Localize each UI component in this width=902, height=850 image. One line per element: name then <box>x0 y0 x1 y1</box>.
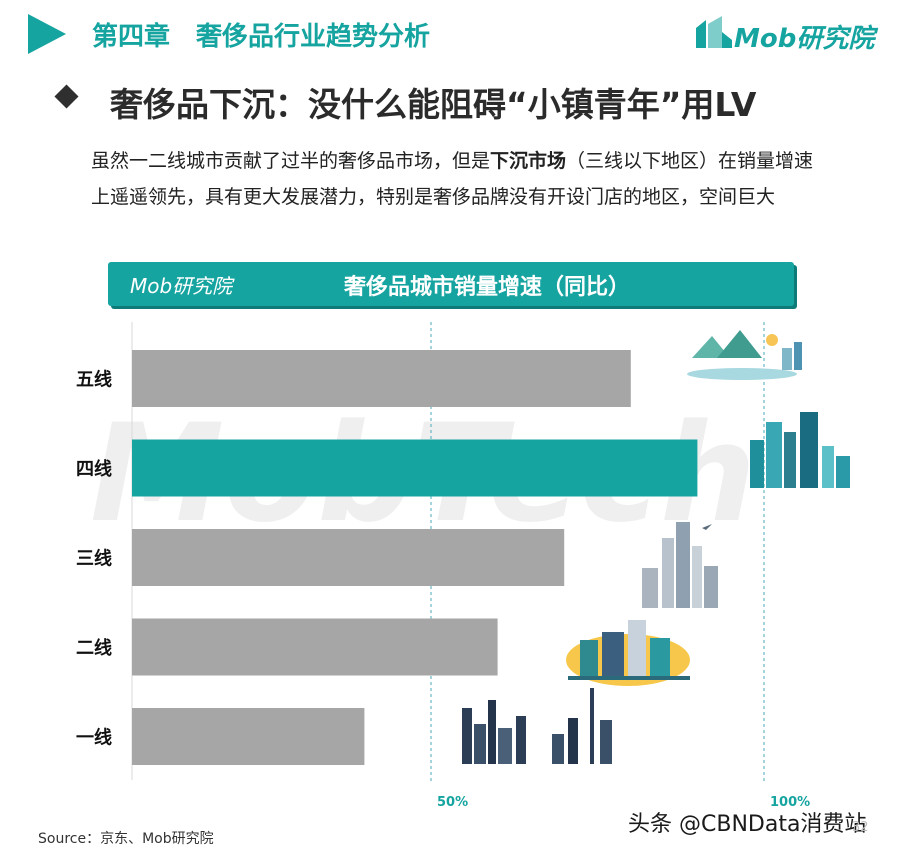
category-label-2: 四线 <box>76 458 112 480</box>
slide-subtitle: 奢侈品下沉：没什么能阻碍“小镇青年”用LV <box>110 85 757 124</box>
page-number: 32 <box>852 820 869 835</box>
reference-label-100: 100% <box>770 795 810 810</box>
credit-watermark: 头条 @CBNData消费站 <box>628 812 867 837</box>
brand-name: Mob研究院 <box>734 24 875 54</box>
bar-4 <box>132 618 498 676</box>
city-illustration-3 <box>642 522 718 608</box>
city-illustration-2 <box>566 620 690 686</box>
category-label-1: 五线 <box>76 369 112 391</box>
bar-1 <box>132 350 631 407</box>
chapter-arrow-icon <box>28 14 66 54</box>
brand-logo: Mob研究院 <box>692 14 874 54</box>
mob-logo-icon <box>696 16 732 48</box>
source-note: Source：京东、Mob研究院 <box>38 831 214 847</box>
bar-3 <box>132 529 565 586</box>
bar-5 <box>132 708 365 765</box>
bar-2 <box>132 439 698 497</box>
category-label-3: 三线 <box>76 548 112 570</box>
category-label-4: 二线 <box>76 637 112 659</box>
city-illustration-5 <box>687 330 802 380</box>
slide-description: 虽然一二线城市贡献了过半的奢侈品市场，但是下沉市场（三线以下地区）在销量增速上遥… <box>91 143 821 215</box>
chapter-title: 第四章 奢侈品行业趋势分析 <box>92 22 431 52</box>
banner-brand: Mob研究院 <box>130 274 233 298</box>
reference-label-50: 50% <box>437 795 468 810</box>
city-illustration-4 <box>750 412 850 488</box>
desc-text-2: （三线以下地区）在销量增速上遥遥领先，具有更大发展潜力，特别是奢侈品牌没有开设门… <box>91 150 814 208</box>
desc-text-1: 虽然一二线城市贡献了过半的奢侈品市场，但是 <box>91 150 491 172</box>
chart-banner: Mob研究院 奢侈品城市销量增速（同比） <box>108 262 794 306</box>
chart-title: 奢侈品城市销量增速（同比） <box>344 275 631 300</box>
desc-bold-text: 下沉市场 <box>490 150 567 172</box>
category-label-5: 一线 <box>76 727 112 749</box>
city-illustration-1 <box>462 688 612 764</box>
